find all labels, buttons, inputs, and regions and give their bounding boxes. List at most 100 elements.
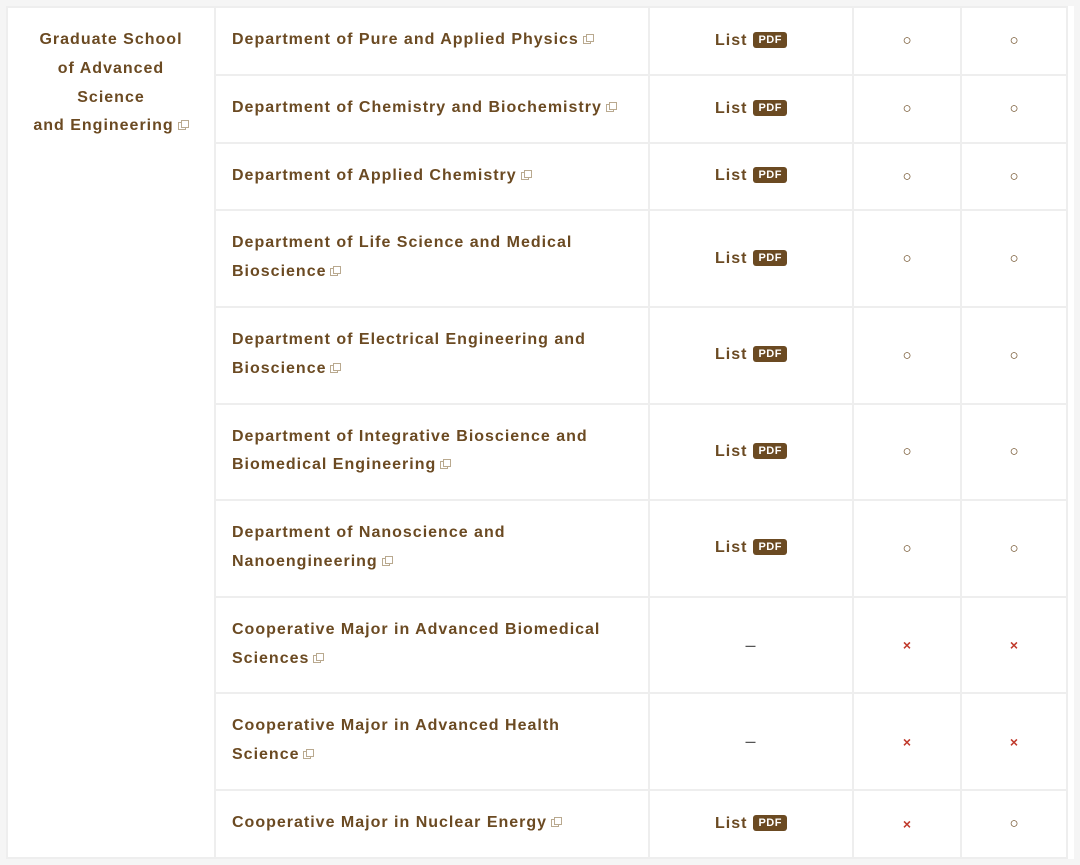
department-cell[interactable]: Department of Applied Chemistry [214, 144, 650, 212]
pdf-badge-icon: PDF [753, 100, 787, 116]
list-cell[interactable]: List PDF [650, 76, 854, 144]
list-pdf-link[interactable]: ListPDF [715, 250, 787, 268]
table-row: Cooperative Major in Nuclear Energy List… [214, 791, 1074, 859]
school-link[interactable]: Graduate School of Advanced Science and … [33, 31, 188, 134]
table-row: Cooperative Major in Advanced Health Sci… [214, 694, 1074, 791]
list-cell[interactable]: ListPDF [650, 211, 854, 308]
department-link[interactable]: Cooperative Major in Nuclear Energy [232, 809, 562, 839]
external-link-icon [330, 259, 341, 288]
availability-b-cell: ○ [962, 501, 1068, 598]
list-cell[interactable]: ListPDF [650, 144, 854, 212]
circle-icon: ○ [902, 168, 911, 185]
list-pdf-link[interactable]: ListPDF [715, 346, 787, 364]
table-row: Department of Pure and Applied Physics L… [214, 6, 1074, 76]
list-label: List [715, 539, 747, 556]
department-cell[interactable]: Department of Life Science and Medical B… [214, 211, 650, 308]
external-link-icon [440, 452, 451, 481]
department-link[interactable]: Cooperative Major in Advanced Biomedical… [232, 616, 632, 675]
availability-a-cell: ○ [854, 211, 962, 308]
department-cell[interactable]: Cooperative Major in Advanced Biomedical… [214, 598, 650, 695]
external-link-icon [521, 163, 532, 192]
external-link-icon [382, 549, 393, 578]
availability-b-cell: ○ [962, 405, 1068, 502]
school-line: and Engineering [33, 117, 173, 134]
list-cell: – [650, 694, 854, 791]
availability-b-cell: ○ [962, 211, 1068, 308]
list-pdf-link[interactable]: ListPDF [715, 32, 787, 50]
list-cell[interactable]: List PDF [650, 501, 854, 598]
availability-a-cell: ○ [854, 76, 962, 144]
pdf-badge-icon: PDF [753, 539, 787, 555]
availability-b-cell: ○ [962, 144, 1068, 212]
list-label: List [715, 250, 747, 267]
department-cell[interactable]: Department of Integrative Bioscience and… [214, 405, 650, 502]
department-link[interactable]: Department of Integrative Bioscience and… [232, 423, 632, 482]
circle-icon: ○ [1009, 540, 1018, 557]
circle-icon: ○ [1009, 347, 1018, 364]
availability-b-cell: × [962, 694, 1068, 791]
circle-icon: ○ [1009, 32, 1018, 49]
list-pdf-link[interactable]: ListPDF [715, 815, 787, 833]
school-line: Graduate School [39, 31, 182, 48]
list-cell[interactable]: ListPDF [650, 6, 854, 76]
availability-a-cell: ○ [854, 308, 962, 405]
circle-icon: ○ [902, 100, 911, 117]
circle-icon: ○ [902, 443, 911, 460]
external-link-icon [313, 646, 324, 675]
circle-icon: ○ [1009, 168, 1018, 185]
availability-b-cell: ○ [962, 76, 1068, 144]
table-row: Cooperative Major in Advanced Biomedical… [214, 598, 1074, 695]
department-link[interactable]: Department of Life Science and Medical B… [232, 229, 632, 288]
list-cell[interactable]: ListPDF [650, 405, 854, 502]
cross-icon: × [1010, 637, 1018, 653]
external-link-icon [330, 356, 341, 385]
school-name[interactable]: Graduate School of Advanced Science and … [20, 26, 202, 142]
list-label: List [715, 346, 747, 363]
school-column: Graduate School of Advanced Science and … [6, 6, 214, 859]
cross-icon: × [1010, 734, 1018, 750]
table-row: Department of Electrical Engineering and… [214, 308, 1074, 405]
circle-icon: ○ [902, 347, 911, 364]
availability-b-cell: × [962, 598, 1068, 695]
list-pdf-link[interactable]: List PDF [715, 100, 787, 118]
list-pdf-link[interactable]: ListPDF [715, 167, 787, 185]
department-cell[interactable]: Department of Pure and Applied Physics [214, 6, 650, 76]
circle-icon: ○ [1009, 815, 1018, 832]
dash-icon: – [745, 635, 756, 656]
department-link[interactable]: Department of Applied Chemistry [232, 162, 532, 192]
department-link[interactable]: Department of Nanoscience and Nanoengine… [232, 519, 632, 578]
list-pdf-link[interactable]: List PDF [715, 539, 787, 557]
cross-icon: × [903, 637, 911, 653]
external-link-icon [583, 27, 594, 56]
department-cell[interactable]: Department of Chemistry and Biochemistry [214, 76, 650, 144]
department-link[interactable]: Department of Pure and Applied Physics [232, 26, 594, 56]
list-label: List [715, 100, 747, 117]
school-line: of Advanced [58, 60, 164, 77]
rows-column: Department of Pure and Applied Physics L… [214, 6, 1074, 859]
pdf-badge-icon: PDF [753, 443, 787, 459]
circle-icon: ○ [902, 540, 911, 557]
list-pdf-link[interactable]: ListPDF [715, 443, 787, 461]
department-link[interactable]: Department of Electrical Engineering and… [232, 326, 632, 385]
circle-icon: ○ [902, 250, 911, 267]
list-label: List [715, 32, 747, 49]
department-cell[interactable]: Department of Nanoscience and Nanoengine… [214, 501, 650, 598]
school-line: Science [77, 89, 144, 106]
external-link-icon [178, 113, 189, 142]
department-cell[interactable]: Cooperative Major in Nuclear Energy [214, 791, 650, 859]
circle-icon: ○ [902, 32, 911, 49]
department-cell[interactable]: Cooperative Major in Advanced Health Sci… [214, 694, 650, 791]
department-link[interactable]: Cooperative Major in Advanced Health Sci… [232, 712, 632, 771]
table-row: Department of Nanoscience and Nanoengine… [214, 501, 1074, 598]
departments-table: Graduate School of Advanced Science and … [6, 6, 1074, 859]
availability-a-cell: × [854, 598, 962, 695]
external-link-icon [303, 742, 314, 771]
department-cell[interactable]: Department of Electrical Engineering and… [214, 308, 650, 405]
list-cell[interactable]: ListPDF [650, 308, 854, 405]
availability-a-cell: ○ [854, 501, 962, 598]
department-link[interactable]: Department of Chemistry and Biochemistry [232, 94, 617, 124]
circle-icon: ○ [1009, 443, 1018, 460]
list-cell[interactable]: ListPDF [650, 791, 854, 859]
cross-icon: × [903, 816, 911, 832]
table-row: Department of Life Science and Medical B… [214, 211, 1074, 308]
